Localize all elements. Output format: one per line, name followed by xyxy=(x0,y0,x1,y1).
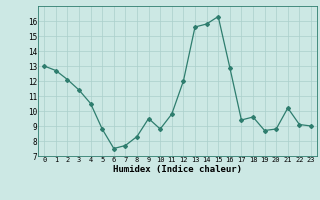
X-axis label: Humidex (Indice chaleur): Humidex (Indice chaleur) xyxy=(113,165,242,174)
